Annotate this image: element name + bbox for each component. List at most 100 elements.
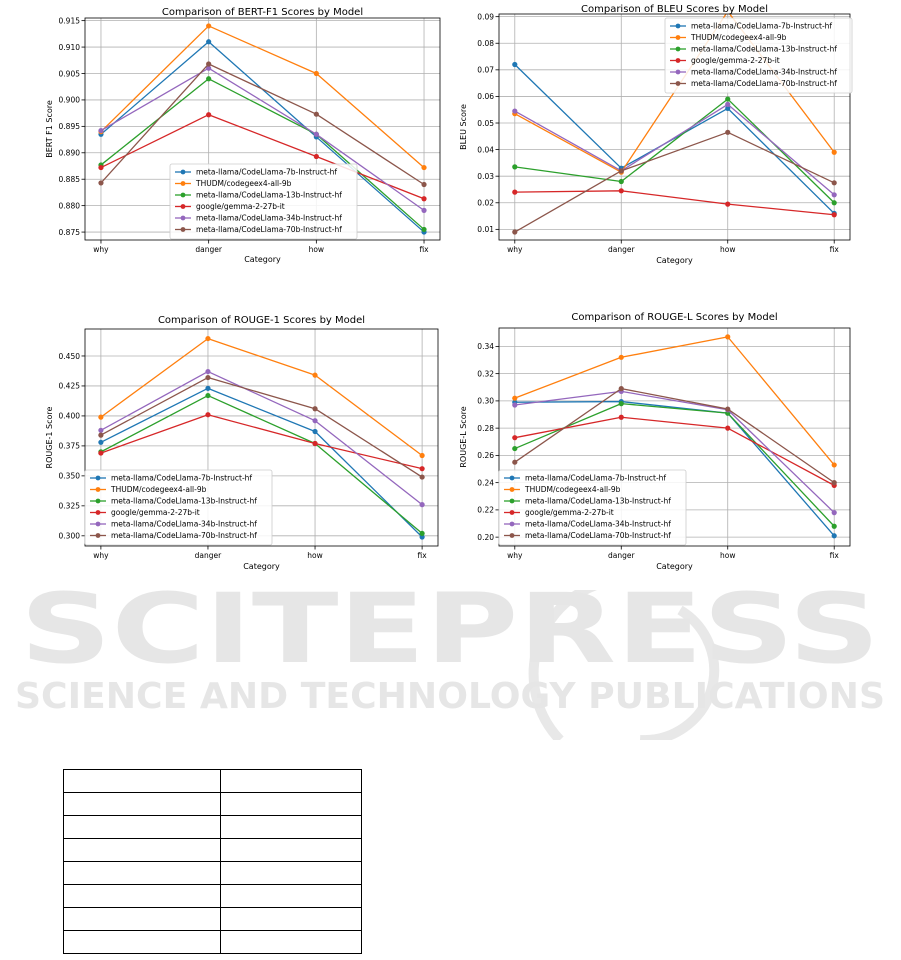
data-point xyxy=(618,401,624,407)
table-row xyxy=(63,907,362,931)
data-point xyxy=(831,212,837,218)
legend-entry: google/gemma-2-27b-it xyxy=(691,56,780,65)
series-line-3 xyxy=(100,78,425,230)
table-cell xyxy=(63,861,221,885)
x-tick-label: why xyxy=(507,551,523,560)
data-point xyxy=(618,354,624,360)
series-line-5 xyxy=(514,390,835,514)
table-row xyxy=(63,815,362,839)
y-tick-label: 0.425 xyxy=(59,382,81,391)
series-line-1 xyxy=(514,400,835,537)
data-point xyxy=(206,61,212,67)
data-point xyxy=(205,385,211,391)
legend-entry: meta-llama/CodeLlama-34b-Instruct-hf xyxy=(196,214,342,223)
y-tick-label: 0.325 xyxy=(59,502,81,511)
series-line-1 xyxy=(100,387,423,538)
legend-entry: meta-llama/CodeLlama-34b-Instruct-hf xyxy=(525,520,671,529)
table-cell xyxy=(63,930,221,954)
x-tick-label: why xyxy=(93,551,109,560)
y-tick-label: 0.05 xyxy=(477,119,494,128)
data-point xyxy=(313,111,319,117)
data-point xyxy=(512,459,518,465)
data-point xyxy=(98,450,104,456)
publisher-watermark: SCITEPRESS SCIENCE AND TECHNOLOGY PUBLIC… xyxy=(15,590,885,740)
y-tick-label: 0.04 xyxy=(477,145,494,154)
data-point xyxy=(512,402,518,408)
legend-entry: meta-llama/CodeLlama-7b-Instruct-hf xyxy=(525,474,666,483)
y-tick-label: 0.450 xyxy=(59,352,81,361)
grid xyxy=(85,18,440,240)
data-point xyxy=(618,168,624,174)
y-tick-label: 0.350 xyxy=(59,472,81,481)
legend-entry: THUDM/codegeex4-all-9b xyxy=(195,179,292,188)
data-point xyxy=(831,180,837,186)
data-point xyxy=(421,181,427,188)
table-cell xyxy=(220,815,362,839)
series-line-2 xyxy=(100,337,423,457)
legend-entry: meta-llama/CodeLlama-70b-Instruct-hf xyxy=(196,225,342,234)
data-point xyxy=(618,386,624,392)
legend-entry: google/gemma-2-27b-it xyxy=(111,508,200,517)
data-point xyxy=(206,39,212,45)
legend-box xyxy=(498,469,687,546)
data-point xyxy=(831,192,837,198)
series-line-4 xyxy=(514,416,835,486)
legend-entry: meta-llama/CodeLlama-34b-Instruct-hf xyxy=(111,520,257,529)
y-axis-label: BERT F1 Score xyxy=(45,100,54,158)
table-row xyxy=(63,769,362,793)
table-cell xyxy=(63,884,221,908)
legend-swatch-marker xyxy=(509,475,515,481)
legend: meta-llama/CodeLlama-7b-Instruct-hf THUDM… xyxy=(84,469,273,546)
y-tick-label: 0.26 xyxy=(477,451,494,460)
table-cell xyxy=(220,930,362,954)
y-tick-label: 0.895 xyxy=(59,122,81,131)
table-row xyxy=(63,792,362,816)
x-tick-label: how xyxy=(720,551,735,560)
data-point xyxy=(618,188,624,194)
y-tick-label: 0.07 xyxy=(477,66,494,75)
y-axis-label: ROUGE-L Score xyxy=(459,406,468,467)
table-cell xyxy=(220,884,362,908)
axes-frame xyxy=(498,13,851,241)
data-point xyxy=(312,428,318,435)
data-point xyxy=(206,23,212,29)
legend-entry: meta-llama/CodeLlama-7b-Instruct-hf xyxy=(691,22,832,31)
series-line-4 xyxy=(100,114,425,200)
series-line-2 xyxy=(100,25,425,169)
data-point xyxy=(618,414,624,420)
legend-entry: google/gemma-2-27b-it xyxy=(196,202,285,211)
data-point xyxy=(312,406,318,412)
legend-entry: meta-llama/CodeLlama-7b-Instruct-hf xyxy=(196,168,337,177)
data-point xyxy=(419,474,425,480)
series-line-6 xyxy=(514,131,835,233)
legend-swatch-marker xyxy=(180,227,186,232)
legend-swatch-marker xyxy=(180,204,186,209)
table-row xyxy=(63,838,362,862)
series-line-4 xyxy=(100,414,423,470)
data-point xyxy=(98,127,104,134)
series-line-5 xyxy=(100,370,423,506)
legend-swatch-marker xyxy=(95,510,101,515)
data-point xyxy=(512,395,518,401)
table-cell xyxy=(63,815,221,839)
legend-swatch-marker xyxy=(675,23,681,29)
rouge-l-chart: why danger how fix 0.20 0.22 0.24 0.26 0.28 0.30 0… xyxy=(459,312,851,571)
x-tick-label: danger xyxy=(195,551,222,560)
legend-entry: meta-llama/CodeLlama-13b-Instruct-hf xyxy=(196,191,342,200)
data-point xyxy=(831,149,837,155)
data-point xyxy=(312,440,318,447)
data-point xyxy=(421,226,427,233)
legend: meta-llama/CodeLlama-7b-Instruct-hf THUDM… xyxy=(664,17,853,94)
data-point xyxy=(205,374,211,381)
legend-swatch-marker xyxy=(509,498,515,504)
series-line-6 xyxy=(100,376,423,478)
data-point xyxy=(98,164,104,171)
data-point xyxy=(421,196,427,202)
chart-title: Comparison of ROUGE-L Scores by Model xyxy=(571,312,777,323)
data-point xyxy=(725,425,731,431)
series-line-3 xyxy=(100,394,423,534)
data-point xyxy=(98,414,104,420)
data-point xyxy=(831,480,837,486)
x-tick-label: danger xyxy=(195,245,222,254)
y-tick-label: 0.09 xyxy=(477,12,494,21)
